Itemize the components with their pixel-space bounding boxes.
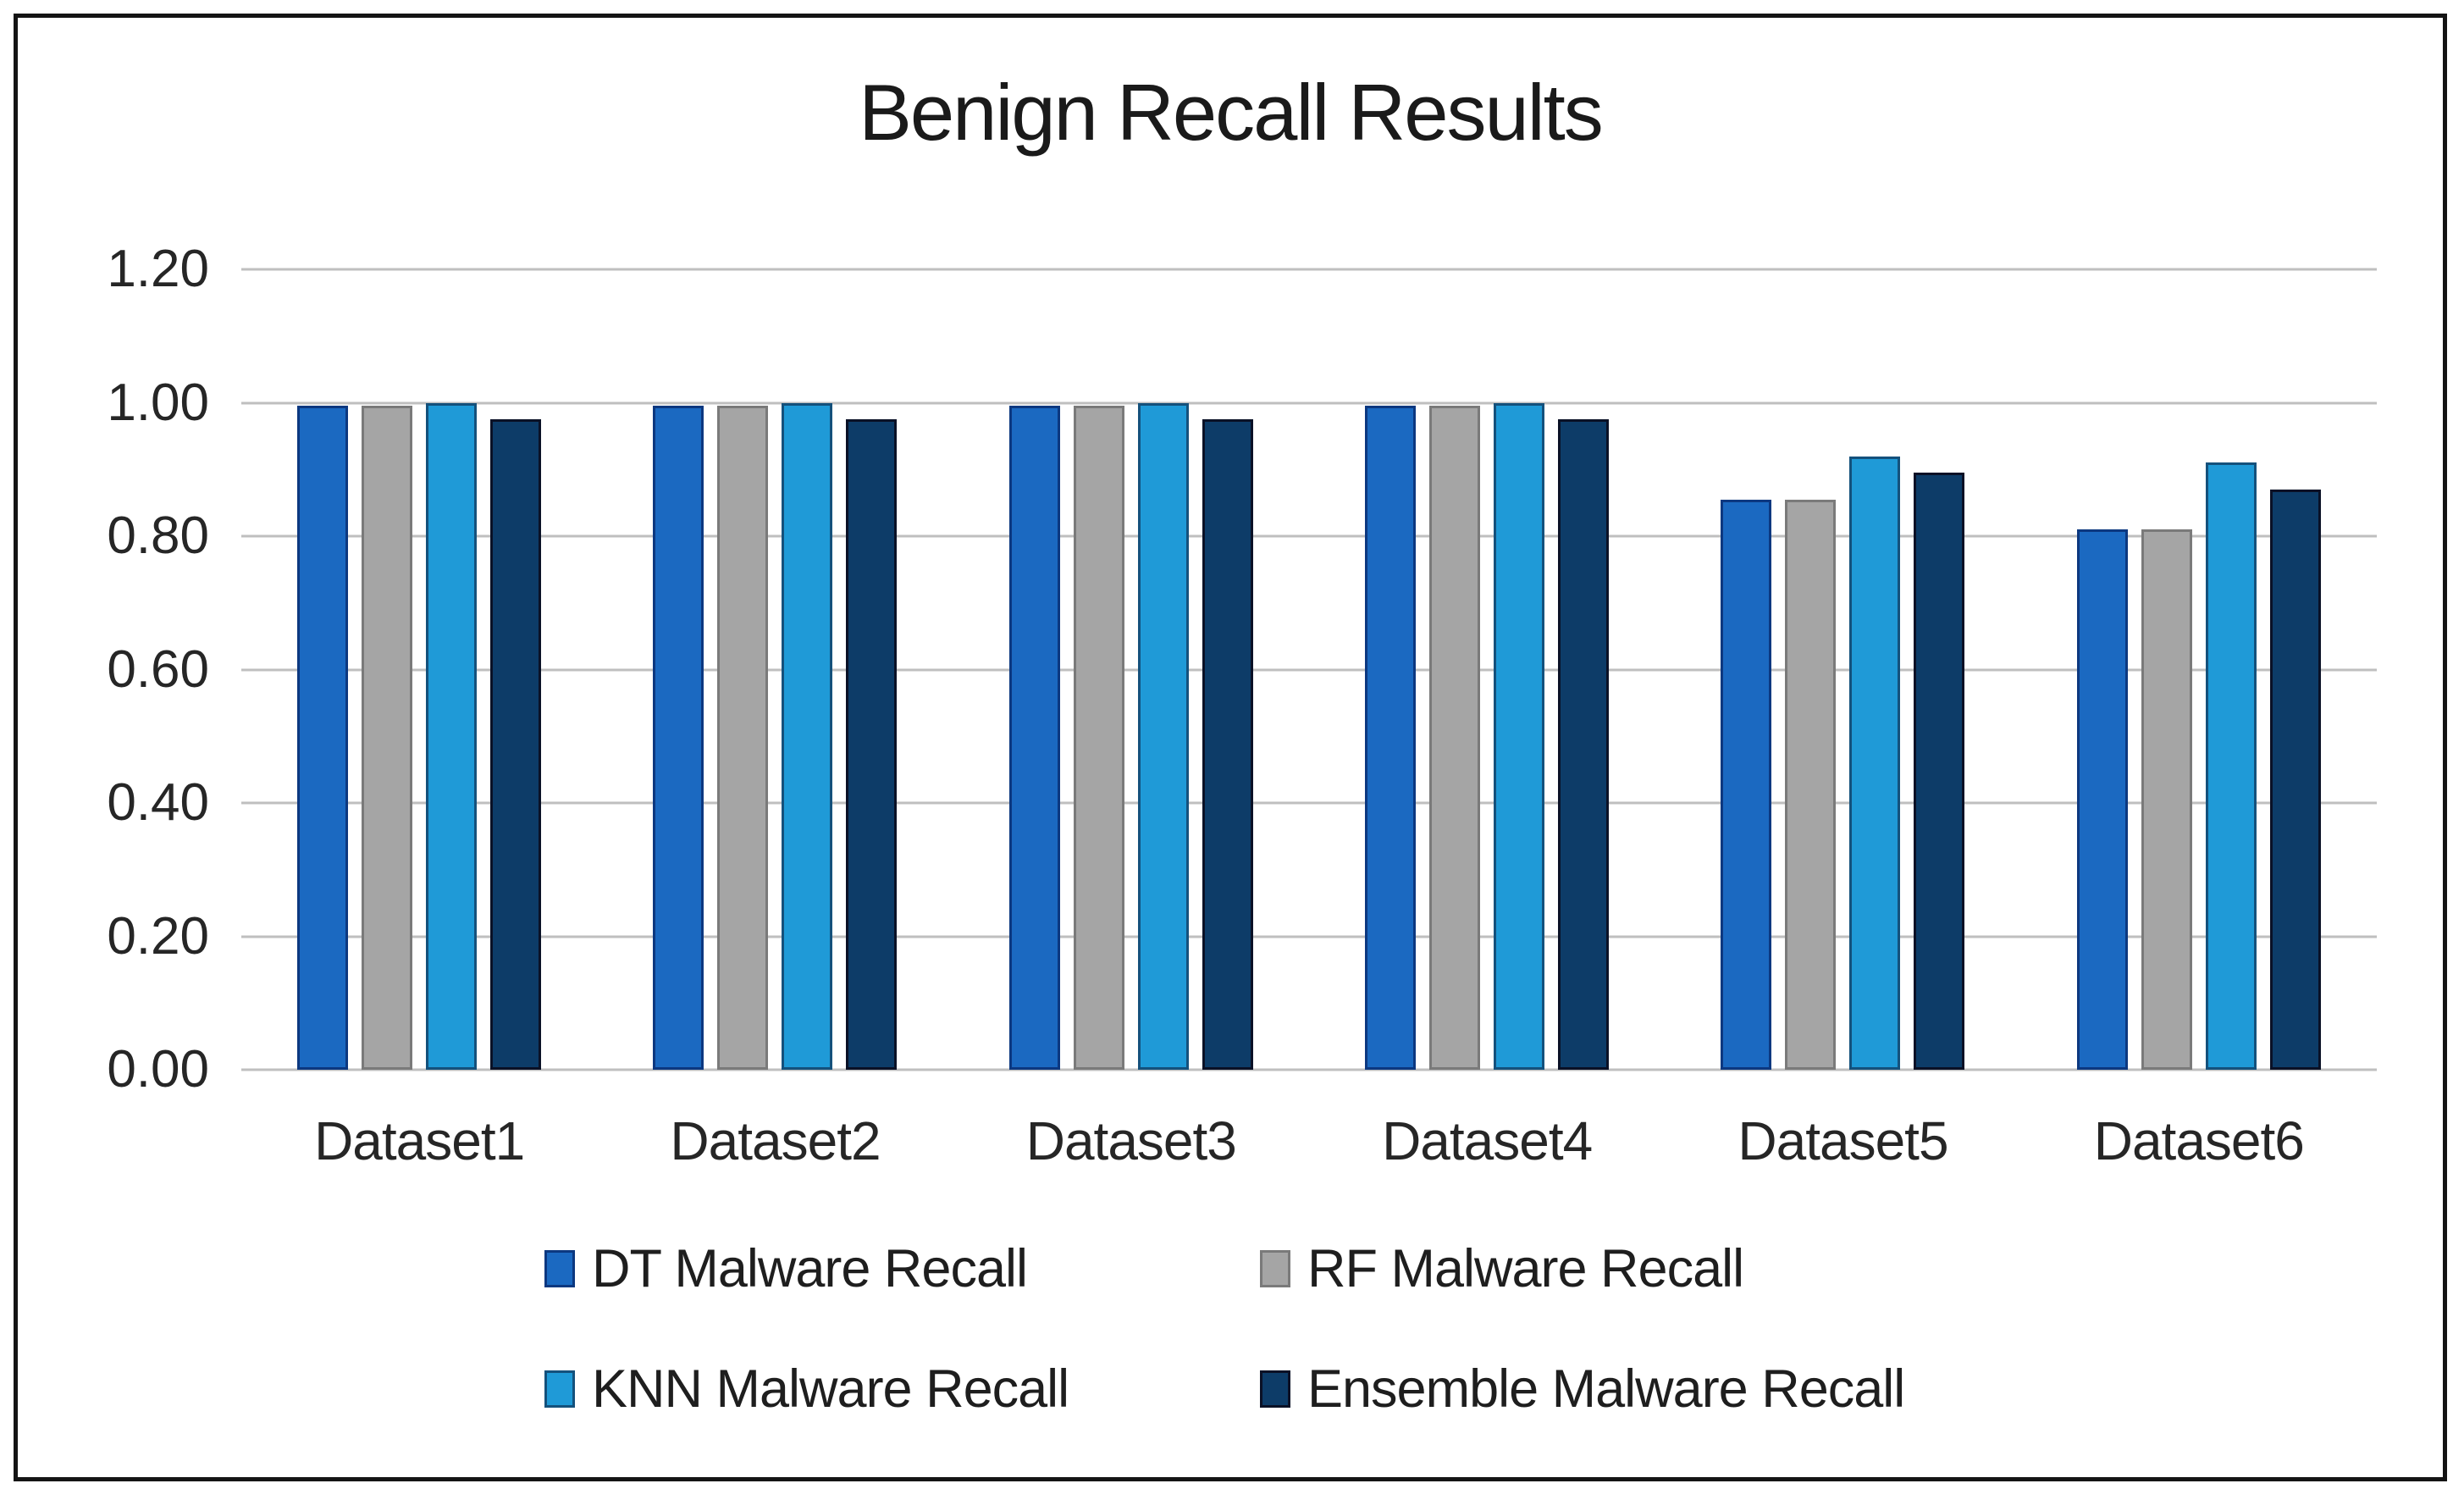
bar-rf-malware-recall-dataset2 (717, 406, 769, 1070)
x-tick-label-dataset4: Dataset4 (1382, 1110, 1593, 1171)
gridline (241, 1068, 2377, 1071)
legend-label: KNN Malware Recall (592, 1359, 1069, 1419)
y-tick-label: 1.00 (107, 373, 209, 432)
bar-dt-malware-recall-dataset6 (2076, 529, 2128, 1070)
gridline (241, 534, 2377, 538)
legend-item-rf-malware-recall: RF Malware Recall (1260, 1232, 1975, 1305)
y-tick-label: 0.60 (107, 639, 209, 699)
gridline (241, 668, 2377, 671)
x-tick-label-dataset6: Dataset6 (2093, 1110, 2305, 1171)
chart-frame: Benign Recall Results 1.20 1.00 0.80 0.60 0.… (14, 14, 2447, 1481)
bar-ensemble-malware-recall-dataset5 (1914, 473, 1965, 1070)
bar-dt-malware-recall-dataset5 (1721, 499, 1772, 1070)
x-tick-label-dataset5: Dataset5 (1738, 1110, 1948, 1171)
bar-dt-malware-recall-dataset2 (653, 406, 704, 1070)
bar-ensemble-malware-recall-dataset3 (1202, 419, 1253, 1070)
bar-rf-malware-recall-dataset3 (1073, 406, 1124, 1070)
y-axis: 1.20 1.00 0.80 0.60 0.40 0.20 0.00 (48, 18, 209, 1477)
y-tick-label: 0.40 (107, 773, 209, 832)
plot-area (241, 268, 2377, 1071)
bar-ensemble-malware-recall-dataset1 (490, 419, 542, 1070)
legend: DT Malware Recall RF Malware Recall KNN Ma… (544, 1232, 1975, 1425)
bar-group-dataset1 (241, 269, 597, 1070)
legend-swatch-icon (544, 1370, 575, 1408)
bar-dt-malware-recall-dataset3 (1008, 406, 1060, 1070)
bar-knn-malware-recall-dataset3 (1137, 402, 1189, 1070)
legend-swatch-icon (1260, 1370, 1290, 1408)
bar-rf-malware-recall-dataset4 (1429, 406, 1481, 1070)
bar-group-dataset2 (597, 269, 953, 1070)
y-tick-label: 0.80 (107, 506, 209, 565)
x-tick-label-dataset1: Dataset1 (314, 1110, 525, 1171)
bar-knn-malware-recall-dataset4 (1494, 402, 1545, 1070)
legend-swatch-icon (1260, 1250, 1290, 1287)
bar-ensemble-malware-recall-dataset2 (846, 419, 898, 1070)
legend-swatch-icon (544, 1250, 575, 1287)
bar-knn-malware-recall-dataset5 (1849, 456, 1901, 1070)
gridline (241, 801, 2377, 805)
legend-item-ensemble-malware-recall: Ensemble Malware Recall (1260, 1353, 1975, 1425)
bar-group-dataset5 (1665, 269, 2020, 1070)
gridline (241, 935, 2377, 938)
bar-groups (241, 269, 2377, 1070)
bar-dt-malware-recall-dataset1 (297, 406, 349, 1070)
bar-rf-malware-recall-dataset5 (1785, 499, 1837, 1070)
x-tick-label-dataset2: Dataset2 (670, 1110, 881, 1171)
bar-knn-malware-recall-dataset6 (2205, 462, 2257, 1070)
gridline (241, 268, 2377, 271)
y-tick-label: 0.20 (107, 906, 209, 966)
legend-label: RF Malware Recall (1307, 1239, 1744, 1298)
y-tick-label: 1.20 (107, 240, 209, 298)
bar-dt-malware-recall-dataset4 (1365, 406, 1417, 1070)
gridline (241, 401, 2377, 404)
chart-title: Benign Recall Results (859, 68, 1604, 157)
y-tick-label: 0.00 (107, 1040, 209, 1099)
bar-knn-malware-recall-dataset2 (782, 402, 833, 1070)
bar-group-dataset4 (1309, 269, 1665, 1070)
legend-label: DT Malware Recall (592, 1239, 1028, 1298)
bar-group-dataset3 (953, 269, 1309, 1070)
x-tick-label-dataset3: Dataset3 (1025, 1110, 1237, 1171)
bar-ensemble-malware-recall-dataset4 (1558, 419, 1610, 1070)
legend-item-knn-malware-recall: KNN Malware Recall (544, 1353, 1260, 1425)
legend-label: Ensemble Malware Recall (1307, 1359, 1905, 1419)
bar-rf-malware-recall-dataset1 (362, 406, 413, 1070)
bar-rf-malware-recall-dataset6 (2141, 529, 2192, 1070)
bar-knn-malware-recall-dataset1 (426, 402, 478, 1070)
bar-ensemble-malware-recall-dataset6 (2269, 489, 2321, 1070)
x-axis: Dataset1 Dataset2 Dataset3 Dataset4 Dataset5… (241, 1109, 2377, 1173)
bar-group-dataset6 (2021, 269, 2377, 1070)
legend-item-dt-malware-recall: DT Malware Recall (544, 1232, 1260, 1305)
